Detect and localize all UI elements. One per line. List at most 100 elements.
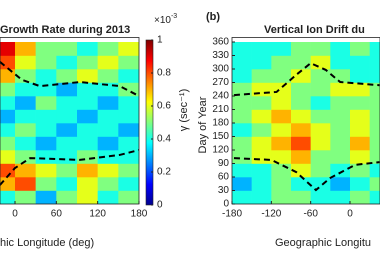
x-tick-label: 120 <box>89 209 106 220</box>
heatmap-cell <box>118 136 139 151</box>
y-tick-label: 150 <box>212 131 229 142</box>
heatmap-cell <box>251 190 272 204</box>
heatmap-cell <box>291 96 311 110</box>
dashed-line <box>233 61 380 97</box>
y-tick-label: 30 <box>218 185 230 196</box>
heatmap-cell <box>232 136 252 151</box>
heatmap-cell <box>310 96 331 110</box>
heatmap-cell <box>330 123 351 137</box>
heatmap-cell <box>232 177 252 191</box>
heatmap-cell <box>232 55 252 70</box>
heatmap-cell <box>369 96 380 110</box>
heatmap-cell <box>15 109 36 124</box>
heatmap-cell <box>0 163 16 178</box>
colorbar-scale: ×10-3 <box>154 13 177 26</box>
heatmap-cell <box>271 109 292 124</box>
heatmap-cell <box>56 123 78 137</box>
heatmap-cell <box>35 163 57 178</box>
heatmap-cell <box>369 42 380 56</box>
dashed-line <box>0 149 139 186</box>
heatmap-cell <box>118 109 139 124</box>
heatmap-cell <box>291 55 311 70</box>
heatmap-cell <box>97 177 119 191</box>
heatmap-cell <box>56 177 78 191</box>
x-axis-label: Geographic Longitu <box>275 237 371 249</box>
heatmap-cell <box>97 163 119 178</box>
plot-area <box>0 37 139 204</box>
heatmap-cell <box>97 123 119 137</box>
heatmap-cell <box>118 55 139 70</box>
heatmap-cell <box>97 136 119 151</box>
heatmap-cell <box>350 123 370 137</box>
heatmap-cell <box>251 55 272 70</box>
heatmap-cell <box>251 163 272 178</box>
heatmap-cell <box>118 96 139 110</box>
heatmap-cell <box>35 55 57 70</box>
heatmap-cell <box>56 163 78 178</box>
y-tick-label: 360 <box>212 37 229 48</box>
y-tick-label: 330 <box>212 50 229 61</box>
heatmap-cell <box>0 82 16 97</box>
heatmap-cell <box>232 42 252 56</box>
y-tick-label: 120 <box>212 145 229 156</box>
heatmap-cell <box>15 190 36 204</box>
heatmap-cell <box>0 42 16 56</box>
heatmap-cell <box>118 163 139 178</box>
heatmap-cell <box>97 42 119 56</box>
y-tick-label: 90 <box>218 158 230 169</box>
heatmap-cell <box>56 42 78 56</box>
heatmap-cell <box>310 163 331 178</box>
heatmap-cell <box>251 69 272 83</box>
y-tick-label: 0 <box>223 199 229 210</box>
heatmap-cell <box>77 69 98 83</box>
heatmap-cell <box>0 177 16 191</box>
heatmap-cell <box>330 190 351 204</box>
heatmap-cell <box>77 123 98 137</box>
heatmap-cell <box>232 82 252 97</box>
heatmap-cell <box>350 82 370 97</box>
heatmap-cell <box>271 42 292 56</box>
y-tick-label: 300 <box>212 64 229 75</box>
heatmap-cell <box>330 150 351 164</box>
heatmap-cell <box>291 150 311 164</box>
x-tick-label: 60 <box>51 209 63 220</box>
heatmap-cell <box>291 177 311 191</box>
heatmap-cell <box>369 82 380 97</box>
heatmap-cell <box>118 42 139 56</box>
heatmap-cell <box>271 123 292 137</box>
heatmap-cell <box>310 177 331 191</box>
heatmap-cell <box>97 82 119 97</box>
heatmap-cell <box>271 190 292 204</box>
y-tick-label: 210 <box>212 104 229 115</box>
heatmap-cell <box>15 55 36 70</box>
heatmap-cell <box>310 123 331 137</box>
heatmap-cell <box>56 82 78 97</box>
heatmap-cell <box>310 69 331 83</box>
colorbar-tick-label: 0.6 <box>157 101 171 112</box>
heatmap-cell <box>291 42 311 56</box>
heatmap-cell <box>291 190 311 204</box>
chart-title: Vertical Ion Drift du <box>264 24 365 36</box>
heatmap-cell <box>118 69 139 83</box>
heatmap-cell <box>251 96 272 110</box>
y-tick-label: 60 <box>218 172 230 183</box>
heatmap-cell <box>56 55 78 70</box>
heatmap-cell <box>271 136 292 151</box>
heatmap-cell <box>330 109 351 124</box>
heatmap-cell <box>350 42 370 56</box>
heatmap-cell <box>350 96 370 110</box>
heatmap-cell <box>0 96 16 110</box>
heatmap-cell <box>35 136 57 151</box>
x-tick-label: -60 <box>303 209 318 220</box>
heatmap-cell <box>15 123 36 137</box>
y-axis-label: Day of Year <box>197 96 209 153</box>
heatmap-cell <box>330 55 351 70</box>
heatmap-cell <box>97 150 119 164</box>
colorbar-tick-label: 0 <box>157 200 163 211</box>
heatmap-cell <box>232 150 252 164</box>
heatmap-cell <box>291 123 311 137</box>
heatmap-cell <box>15 69 36 83</box>
chart-title: Growth Rate during 2013 <box>0 24 130 36</box>
heatmap-cell <box>77 190 98 204</box>
